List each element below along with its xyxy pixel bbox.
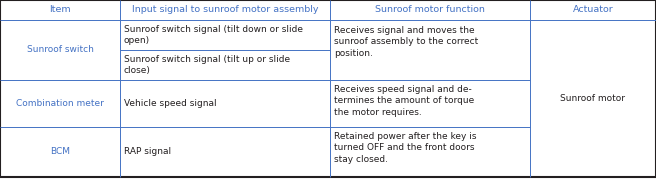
Text: Sunroof motor: Sunroof motor: [560, 94, 626, 103]
Text: Receives signal and moves the
sunroof assembly to the correct
position.: Receives signal and moves the sunroof as…: [334, 26, 478, 58]
Text: Sunroof switch signal (tilt down or slide
open): Sunroof switch signal (tilt down or slid…: [124, 25, 303, 45]
Text: Input signal to sunroof motor assembly: Input signal to sunroof motor assembly: [132, 5, 318, 14]
Text: Sunroof switch: Sunroof switch: [26, 45, 93, 55]
Text: BCM: BCM: [50, 148, 70, 156]
Text: Receives speed signal and de-
termines the amount of torque
the motor requires.: Receives speed signal and de- termines t…: [334, 85, 474, 117]
Text: Vehicle speed signal: Vehicle speed signal: [124, 99, 216, 108]
Text: Sunroof motor function: Sunroof motor function: [375, 5, 485, 14]
Text: Sunroof switch signal (tilt up or slide
close): Sunroof switch signal (tilt up or slide …: [124, 55, 290, 75]
Text: Actuator: Actuator: [573, 5, 613, 14]
Text: Retained power after the key is
turned OFF and the front doors
stay closed.: Retained power after the key is turned O…: [334, 132, 476, 164]
Text: Item: Item: [49, 5, 71, 14]
Text: RAP signal: RAP signal: [124, 148, 171, 156]
Text: Combination meter: Combination meter: [16, 99, 104, 108]
